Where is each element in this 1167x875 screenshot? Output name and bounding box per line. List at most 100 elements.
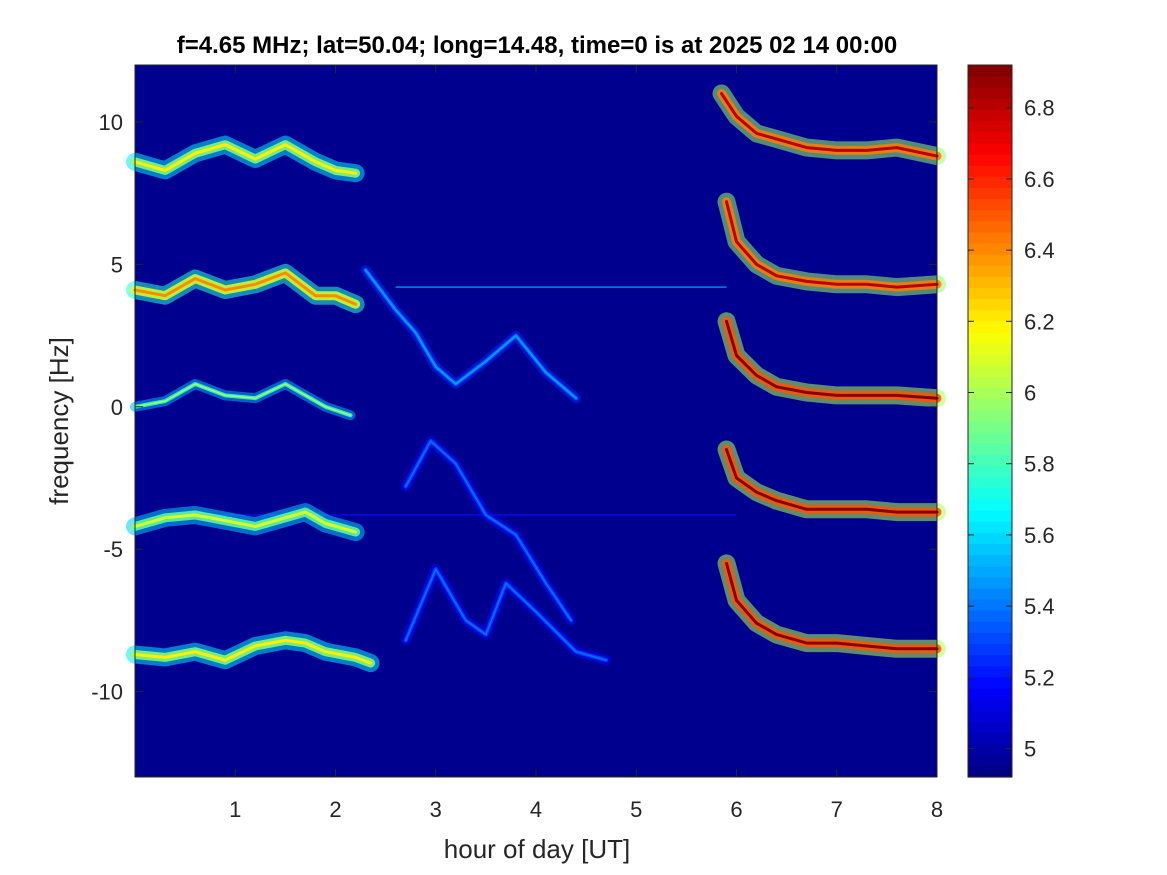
colorbar-segment — [968, 131, 1012, 144]
x-axis: 1 2 3 4 5 6 7 8 — [229, 65, 943, 822]
colorbar-segment — [968, 165, 1012, 177]
colorbar-tick-label: 6.6 — [1024, 167, 1055, 192]
colorbar-segment — [968, 332, 1012, 344]
colorbar-segment — [968, 209, 1012, 222]
colorbar-tick-label: 6.2 — [1024, 309, 1055, 334]
colorbar-segment — [968, 354, 1012, 366]
colorbar-segment — [968, 421, 1012, 433]
colorbar-segment — [968, 532, 1012, 544]
y-tick-label: 5 — [111, 252, 123, 277]
colorbar-tick-label: 6.8 — [1024, 96, 1055, 121]
colorbar-segment — [968, 109, 1012, 122]
colorbar-tick-label: 6.4 — [1024, 238, 1055, 263]
trace-13 — [400, 564, 612, 666]
colorbar-segment — [968, 76, 1012, 88]
plot-area — [126, 64, 946, 778]
trace-2 — [126, 263, 365, 314]
trace-3 — [130, 379, 356, 421]
colorbar-segment — [968, 320, 1012, 333]
colorbar-segment — [968, 732, 1012, 745]
trace-core — [133, 638, 373, 665]
colorbar-segment — [968, 665, 1012, 678]
colorbar-segment — [968, 187, 1012, 200]
colorbar-tick-label: 5.4 — [1024, 594, 1055, 619]
colorbar-segment — [968, 498, 1012, 511]
colorbar-tick-label: 5 — [1024, 737, 1036, 762]
colorbar-segment — [968, 376, 1012, 389]
colorbar-segment — [968, 721, 1012, 734]
colorbar-frame — [967, 64, 1013, 778]
colorbar-segment — [968, 343, 1012, 355]
colorbar-segment — [968, 487, 1012, 500]
colorbar-segment — [968, 387, 1012, 400]
colorbar-segment — [968, 587, 1012, 600]
trace-7 — [717, 192, 946, 297]
colorbar-segment — [968, 409, 1012, 422]
trace-core — [725, 200, 939, 289]
trace-6 — [712, 84, 946, 166]
colorbar-tick-label: 5.8 — [1024, 452, 1055, 477]
trace-core — [720, 92, 939, 158]
trace-8 — [717, 312, 946, 408]
colorbar-segment — [968, 676, 1012, 689]
colorbar-segment — [968, 154, 1012, 166]
spectrogram-traces — [126, 84, 946, 673]
trace-core — [404, 568, 607, 661]
colorbar-segment — [968, 98, 1012, 111]
colorbar-gradient — [968, 65, 1012, 778]
colorbar-segment — [968, 65, 1012, 77]
colorbar-segment — [968, 231, 1012, 244]
chart-title: f=4.65 MHz; lat=50.04; long=14.48, time=… — [177, 32, 897, 59]
trace-core — [133, 271, 358, 306]
x-tick-label: 6 — [730, 797, 742, 822]
colorbar: 6.8 6.6 6.4 6.2 6 5.8 5.6 5.4 5.2 5 — [967, 64, 1055, 778]
colorbar-segment — [968, 510, 1012, 522]
trace-core — [404, 440, 572, 622]
colorbar-segment — [968, 654, 1012, 667]
colorbar-segment — [968, 287, 1012, 300]
x-tick-label: 7 — [831, 797, 843, 822]
y-axis: 10 5 0 -5 -10 — [91, 110, 937, 705]
y-tick-label: -5 — [103, 537, 123, 562]
x-tick-label: 1 — [229, 797, 241, 822]
colorbar-segment — [968, 476, 1012, 489]
y-tick-label: -10 — [91, 680, 123, 705]
trace-12 — [400, 435, 577, 626]
trace-10 — [717, 554, 946, 658]
y-tick-label: 10 — [99, 110, 123, 135]
trace-4 — [126, 503, 365, 542]
colorbar-segment — [968, 610, 1012, 622]
plot-background — [135, 65, 937, 777]
y-tick-label: 0 — [111, 395, 123, 420]
colorbar-segment — [968, 576, 1012, 589]
colorbar-segment — [968, 521, 1012, 533]
x-tick-label: 8 — [931, 797, 943, 822]
colorbar-segment — [968, 710, 1012, 722]
colorbar-segment — [968, 688, 1012, 700]
trace-9 — [717, 440, 946, 522]
colorbar-segment — [968, 765, 1012, 778]
trace-core — [133, 510, 358, 534]
colorbar-segment — [968, 443, 1012, 455]
colorbar-segment — [968, 265, 1012, 277]
trace-core — [133, 143, 358, 175]
trace-1 — [126, 135, 365, 183]
colorbar-segment — [968, 754, 1012, 767]
colorbar-segment — [968, 87, 1012, 99]
colorbar-segment — [968, 465, 1012, 478]
x-axis-label: hour of day [UT] — [444, 834, 630, 864]
colorbar-segment — [968, 432, 1012, 444]
x-tick-label: 4 — [530, 797, 542, 822]
colorbar-segment — [968, 621, 1012, 633]
x-tick-label: 5 — [630, 797, 642, 822]
colorbar-tick-label: 5.2 — [1024, 665, 1055, 690]
colorbar-segment — [968, 220, 1012, 233]
colorbar-segment — [968, 254, 1012, 266]
colorbar-segment — [968, 743, 1012, 756]
colorbar-segment — [968, 454, 1012, 467]
colorbar-segment — [968, 243, 1012, 255]
x-tick-label: 2 — [329, 797, 341, 822]
colorbar-segment — [968, 643, 1012, 656]
colorbar-segment — [968, 276, 1012, 289]
trace-core — [364, 269, 577, 399]
